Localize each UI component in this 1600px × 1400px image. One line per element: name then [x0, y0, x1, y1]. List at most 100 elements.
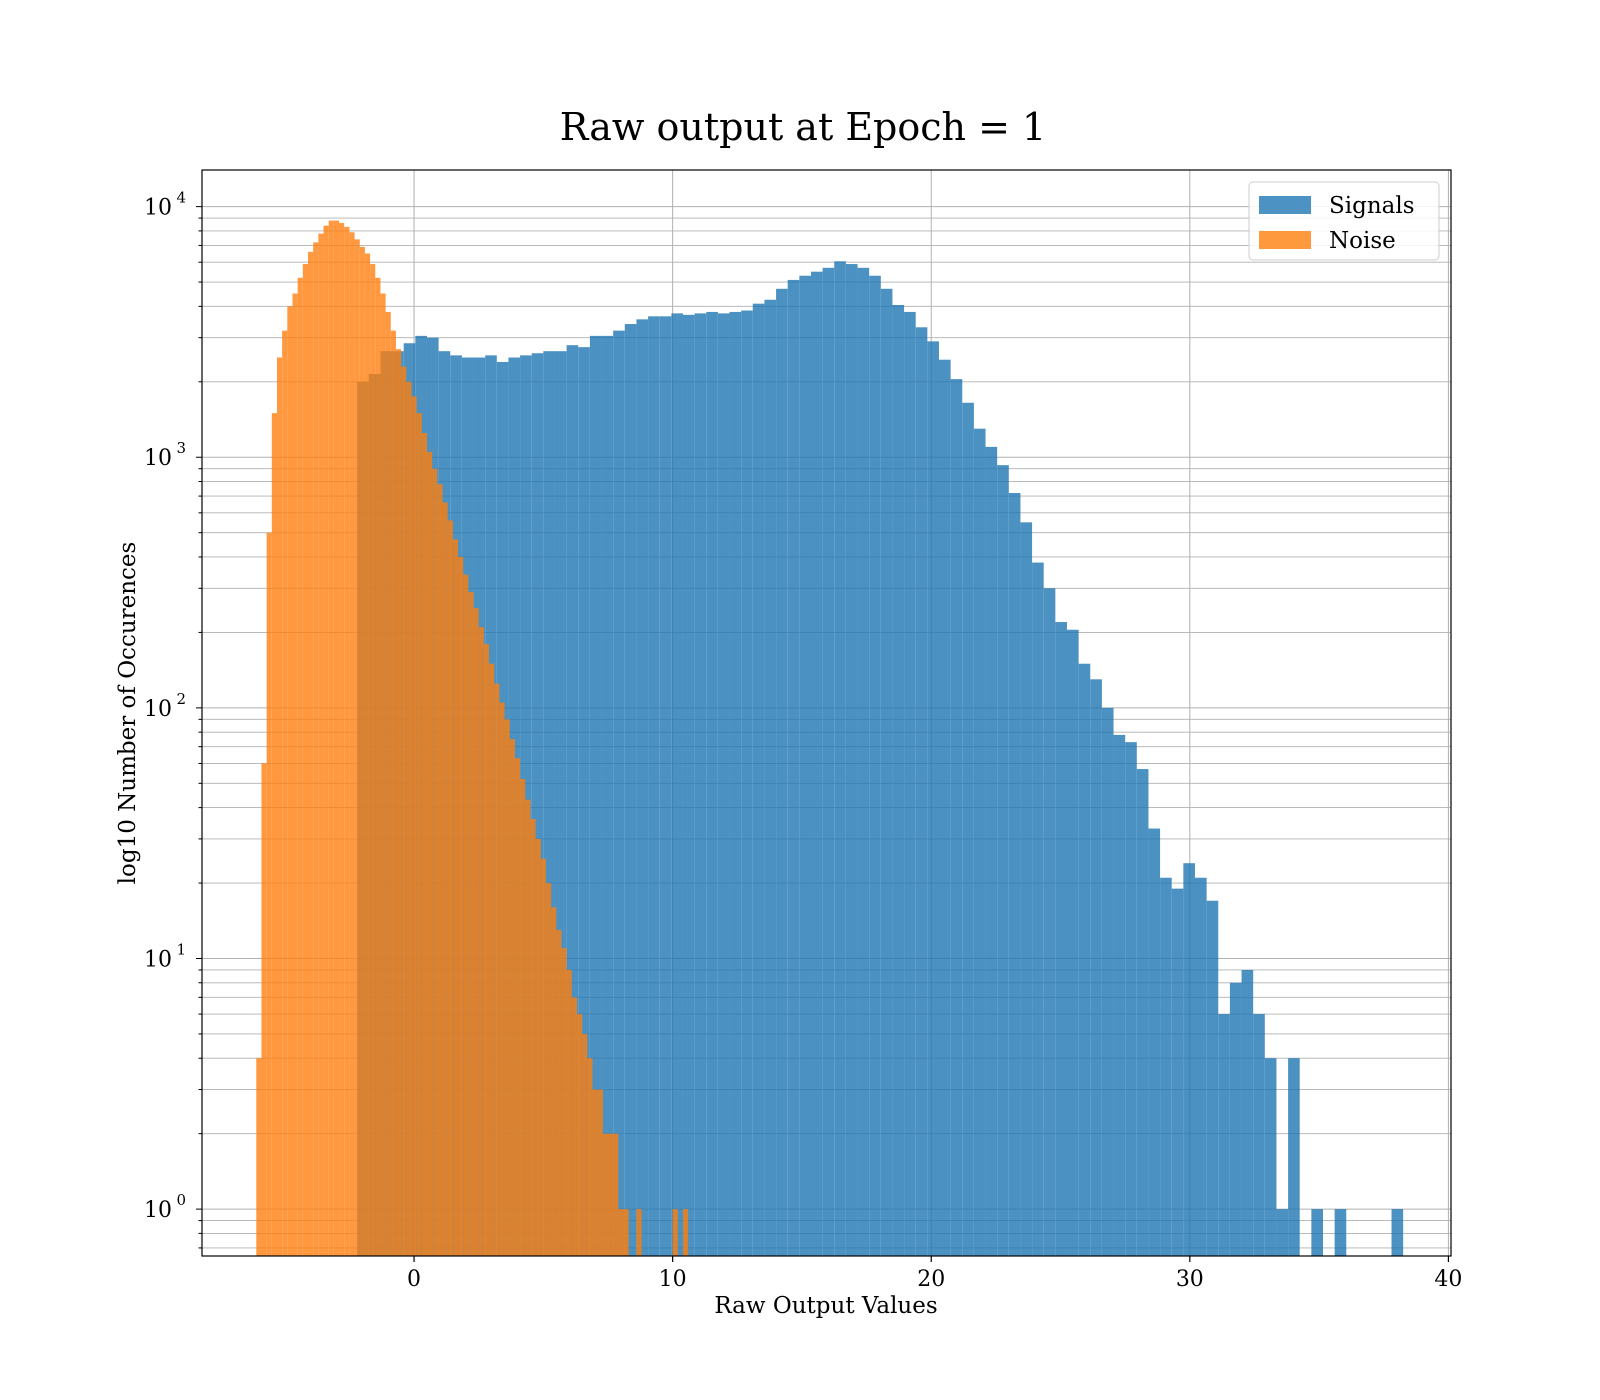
histogram-bar-noise — [261, 763, 267, 1256]
histogram-bar-signals — [694, 313, 707, 1256]
histogram-bar-noise — [333, 220, 340, 1256]
y-tick-exponent: 1 — [176, 940, 186, 958]
histogram-bar-noise — [406, 381, 412, 1256]
histogram-bar-noise — [276, 357, 283, 1256]
histogram-bar-signals — [1288, 1058, 1300, 1256]
histogram-bar-noise — [551, 907, 557, 1256]
y-tick-exponent: 4 — [176, 189, 186, 207]
histogram-bar-noise — [520, 779, 526, 1256]
histogram-bar-signals — [880, 288, 893, 1257]
histogram-bar-noise — [297, 277, 303, 1256]
histogram-bar-noise — [509, 739, 515, 1256]
histogram-bar-signals — [822, 267, 835, 1256]
histogram-bar-noise — [339, 223, 345, 1257]
histogram-bar-noise — [442, 502, 448, 1256]
histogram-bar-signals — [1276, 1209, 1289, 1256]
histogram-bar-signals — [636, 319, 649, 1256]
histogram-bar-noise — [416, 413, 422, 1256]
histogram-bar-noise — [375, 277, 381, 1256]
chart-title: Raw output at Epoch = 1 — [560, 105, 1046, 149]
x-tick-label: 20 — [917, 1267, 945, 1292]
histogram-bar-signals — [1229, 982, 1242, 1256]
histogram-bar-noise — [607, 1133, 614, 1256]
histogram-bar-signals — [1334, 1209, 1347, 1256]
histogram-bar-signals — [1241, 969, 1254, 1256]
histogram-bar-signals — [659, 316, 672, 1256]
histogram-bar-noise — [597, 1089, 603, 1256]
histogram-bar-signals — [1160, 877, 1172, 1256]
histogram-bar-signals — [985, 446, 998, 1257]
histogram-bar-noise — [328, 220, 334, 1256]
histogram-bar-signals — [729, 311, 742, 1257]
histogram-bar-noise — [499, 702, 505, 1256]
histogram-bar-noise — [359, 247, 365, 1257]
histogram-bar-signals — [1311, 1209, 1323, 1256]
histogram-bar-noise — [318, 233, 324, 1256]
histogram-bar-signals — [648, 316, 660, 1256]
histogram-bar-signals — [578, 347, 590, 1256]
histogram-bar-noise — [636, 1209, 642, 1256]
histogram-bar-noise — [623, 1209, 629, 1256]
histogram-bar-noise — [323, 225, 329, 1257]
histogram-bar-noise — [390, 330, 396, 1256]
histogram-bar-signals — [671, 313, 683, 1256]
histogram-bar-noise — [447, 520, 453, 1256]
histogram-bar-noise — [525, 799, 531, 1256]
x-tick-label: 0 — [407, 1267, 421, 1292]
histogram-bar-signals — [1264, 1058, 1277, 1256]
histogram-bar-signals — [1020, 522, 1033, 1256]
histogram-bar-noise — [426, 451, 433, 1256]
histogram-bar-signals — [1125, 742, 1137, 1256]
histogram-bar-noise — [530, 819, 536, 1256]
y-tick-label: 10 — [144, 947, 172, 972]
y-axis-label: log10 Number of Occurences — [115, 542, 141, 885]
histogram-bar-signals — [624, 324, 637, 1256]
histogram-bar-noise — [672, 1209, 678, 1256]
histogram-bar-signals — [1183, 863, 1195, 1256]
histogram-bar-signals — [1206, 900, 1219, 1256]
histogram-bar-noise — [302, 264, 309, 1257]
histogram-bar-noise — [364, 253, 371, 1257]
histogram-bar-noise — [582, 1033, 588, 1256]
legend-swatch-noise — [1259, 231, 1311, 249]
histogram-bar-noise — [571, 997, 577, 1256]
y-tick-label: 10 — [144, 446, 172, 471]
series-noise — [256, 220, 689, 1257]
histogram-bar-signals — [1218, 1014, 1230, 1256]
y-tick-exponent: 3 — [176, 439, 186, 457]
x-axis-label: Raw Output Values — [714, 1293, 937, 1319]
histogram-bar-signals — [1113, 734, 1126, 1256]
histogram-bar-noise — [271, 413, 277, 1256]
histogram-bar-signals — [1194, 877, 1207, 1256]
histogram-bar-noise — [618, 1209, 624, 1256]
histogram-bar-signals — [1253, 1014, 1265, 1256]
x-tick-label: 30 — [1176, 1267, 1204, 1292]
histogram-bar-signals — [741, 310, 753, 1256]
histogram-bar-noise — [489, 663, 495, 1256]
histogram-bar-signals — [869, 275, 881, 1256]
histogram-bar-noise — [395, 349, 402, 1256]
histogram-bar-noise — [292, 293, 298, 1256]
histogram-bar-noise — [266, 532, 272, 1256]
histogram-bar-noise — [287, 306, 293, 1256]
histogram-bar-signals — [938, 359, 951, 1256]
y-tick-label: 10 — [144, 697, 172, 722]
plot-area — [256, 220, 1404, 1257]
histogram-bar-signals — [543, 351, 555, 1256]
histogram-bar-signals — [962, 402, 974, 1256]
histogram-bar-signals — [915, 327, 928, 1256]
histogram-bar-signals — [589, 335, 602, 1256]
y-tick-exponent: 2 — [176, 690, 186, 708]
histogram-bar-noise — [437, 484, 443, 1256]
histogram-bar-noise — [308, 251, 314, 1256]
histogram-bar-signals — [613, 330, 625, 1256]
histogram-bar-signals — [1090, 679, 1102, 1256]
histogram-bar-noise — [473, 608, 479, 1256]
histogram-bar-noise — [354, 239, 360, 1257]
histogram-bar-signals — [1136, 769, 1149, 1256]
histogram-bar-noise — [514, 758, 521, 1256]
histogram-bar-signals — [973, 428, 986, 1256]
histogram-bar-signals — [810, 271, 823, 1256]
